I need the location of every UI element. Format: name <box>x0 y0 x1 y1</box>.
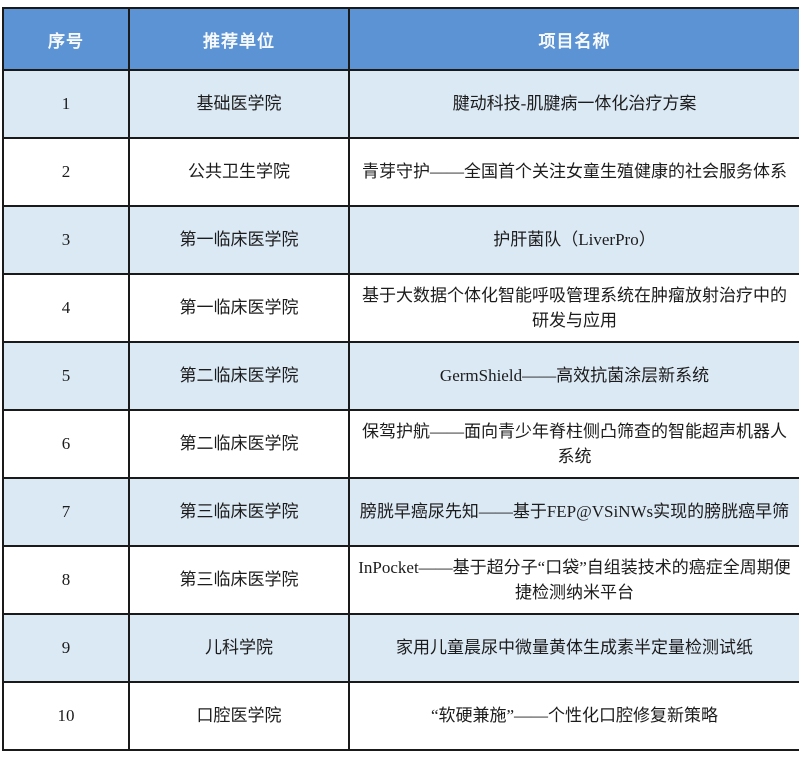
project-name-cell: GermShield——高效抗菌涂层新系统 <box>348 341 799 411</box>
serial-number-cell: 6 <box>2 409 130 479</box>
project-name-cell: “软硬兼施”——个性化口腔修复新策略 <box>348 681 799 751</box>
table-row: 3 第一临床医学院 护肝菌队（LiverPro） <box>2 205 799 275</box>
project-name-cell: 膀胱早癌尿先知——基于FEP@VSiNWs实现的膀胱癌早筛 <box>348 477 799 547</box>
serial-number-cell: 5 <box>2 341 130 411</box>
serial-number-cell: 2 <box>2 137 130 207</box>
serial-number-cell: 9 <box>2 613 130 683</box>
serial-number-cell: 1 <box>2 69 130 139</box>
recommending-unit-cell: 第一临床医学院 <box>128 273 350 343</box>
column-header-project-name: 项目名称 <box>348 7 799 71</box>
project-name-cell: 基于大数据个体化智能呼吸管理系统在肿瘤放射治疗中的研发与应用 <box>348 273 799 343</box>
serial-number-cell: 3 <box>2 205 130 275</box>
recommending-unit-cell: 基础医学院 <box>128 69 350 139</box>
recommending-unit-cell: 儿科学院 <box>128 613 350 683</box>
recommending-unit-cell: 第一临床医学院 <box>128 205 350 275</box>
recommending-unit-cell: 第三临床医学院 <box>128 477 350 547</box>
header-row: 序号 推荐单位 项目名称 <box>2 7 799 71</box>
recommending-unit-cell: 公共卫生学院 <box>128 137 350 207</box>
recommending-unit-cell: 第二临床医学院 <box>128 341 350 411</box>
table-row: 5 第二临床医学院 GermShield——高效抗菌涂层新系统 <box>2 341 799 411</box>
table-row: 4 第一临床医学院 基于大数据个体化智能呼吸管理系统在肿瘤放射治疗中的研发与应用 <box>2 273 799 343</box>
project-name-cell: 腱动科技-肌腱病一体化治疗方案 <box>348 69 799 139</box>
table-row: 7 第三临床医学院 膀胱早癌尿先知——基于FEP@VSiNWs实现的膀胱癌早筛 <box>2 477 799 547</box>
column-header-serial-number: 序号 <box>2 7 130 71</box>
table-body: 1 基础医学院 腱动科技-肌腱病一体化治疗方案 2 公共卫生学院 青芽守护——全国首个关注… <box>2 69 799 751</box>
serial-number-cell: 4 <box>2 273 130 343</box>
column-header-recommending-unit: 推荐单位 <box>128 7 350 71</box>
project-name-cell: 保驾护航——面向青少年脊柱侧凸筛查的智能超声机器人系统 <box>348 409 799 479</box>
table-row: 9 儿科学院 家用儿童晨尿中微量黄体生成素半定量检测试纸 <box>2 613 799 683</box>
recommending-unit-cell: 第二临床医学院 <box>128 409 350 479</box>
project-name-cell: 家用儿童晨尿中微量黄体生成素半定量检测试纸 <box>348 613 799 683</box>
project-name-cell: 护肝菌队（LiverPro） <box>348 205 799 275</box>
project-name-cell: 青芽守护——全国首个关注女童生殖健康的社会服务体系 <box>348 137 799 207</box>
table-row: 8 第三临床医学院 InPocket——基于超分子“口袋”自组装技术的癌症全周期便捷… <box>2 545 799 615</box>
table-row: 2 公共卫生学院 青芽守护——全国首个关注女童生殖健康的社会服务体系 <box>2 137 799 207</box>
projects-table-container: 序号 推荐单位 项目名称 1 基础医学院 腱动科技-肌腱病一体化治疗方案 2 公共卫生学… <box>2 7 799 751</box>
serial-number-cell: 7 <box>2 477 130 547</box>
project-name-cell: InPocket——基于超分子“口袋”自组装技术的癌症全周期便捷检测纳米平台 <box>348 545 799 615</box>
recommending-unit-cell: 第三临床医学院 <box>128 545 350 615</box>
serial-number-cell: 10 <box>2 681 130 751</box>
table-row: 1 基础医学院 腱动科技-肌腱病一体化治疗方案 <box>2 69 799 139</box>
table-row: 10 口腔医学院 “软硬兼施”——个性化口腔修复新策略 <box>2 681 799 751</box>
serial-number-cell: 8 <box>2 545 130 615</box>
projects-table: 序号 推荐单位 项目名称 1 基础医学院 腱动科技-肌腱病一体化治疗方案 2 公共卫生学… <box>2 7 799 751</box>
table-row: 6 第二临床医学院 保驾护航——面向青少年脊柱侧凸筛查的智能超声机器人系统 <box>2 409 799 479</box>
recommending-unit-cell: 口腔医学院 <box>128 681 350 751</box>
